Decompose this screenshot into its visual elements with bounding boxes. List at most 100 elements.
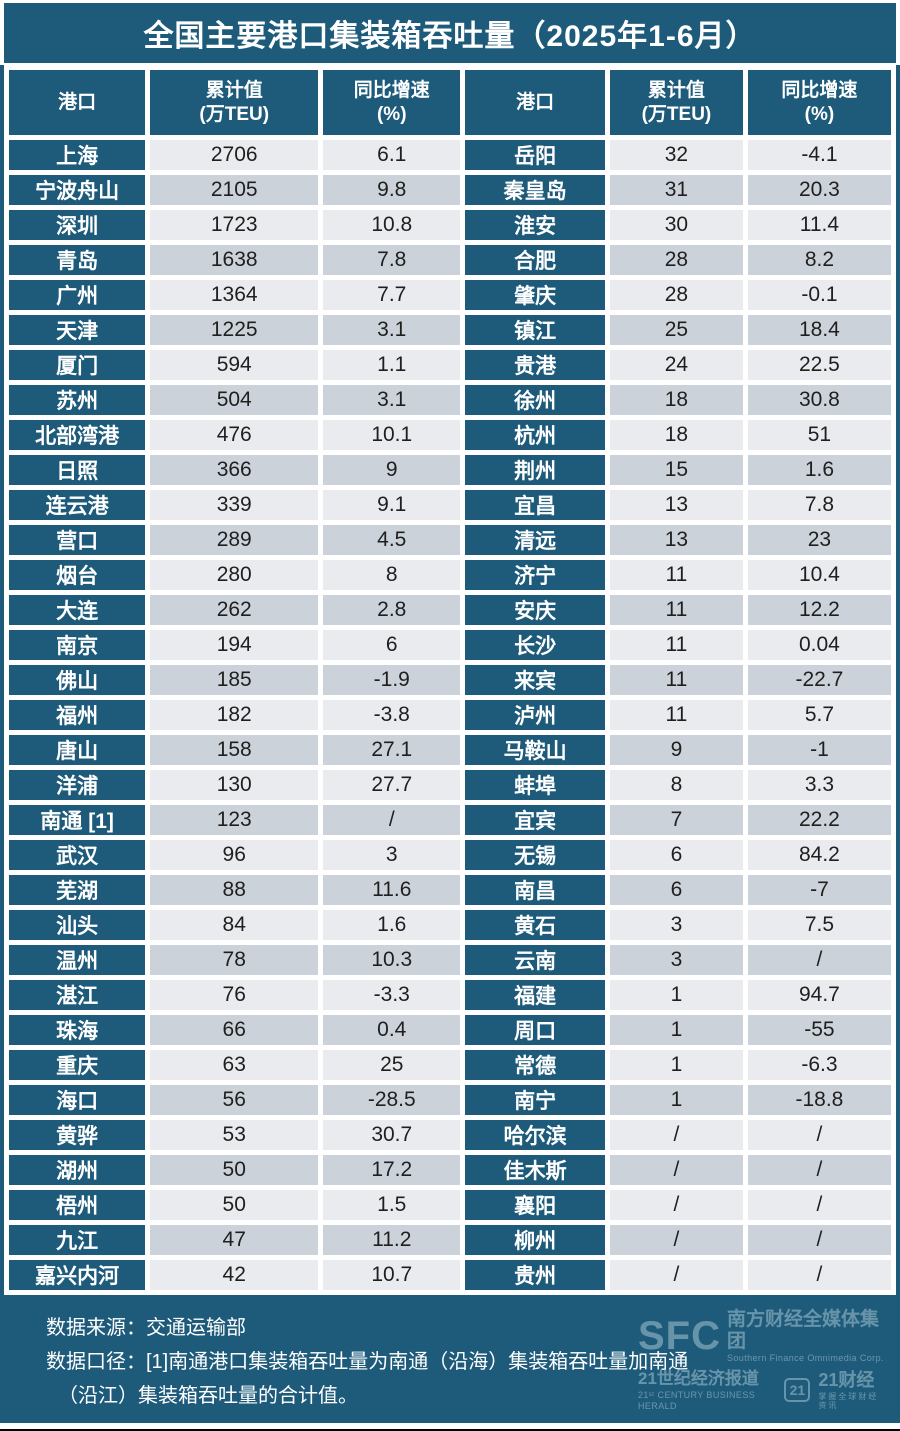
port-name-cell: 温州 xyxy=(9,945,146,975)
cumulative-value-cell: 289 xyxy=(150,525,319,555)
data-note-line-2: （沿江）集装箱吞吐量的合计值。 xyxy=(58,1385,358,1407)
port-name-cell: 青岛 xyxy=(9,245,146,275)
table-row: 湖州 50 17.2 佳木斯 / / xyxy=(9,1155,891,1185)
yoy-growth-cell: / xyxy=(747,1120,891,1150)
cumulative-value-cell: 6 xyxy=(610,875,743,905)
table-row: 深圳 1723 10.8 淮安 30 11.4 xyxy=(9,210,891,240)
yoy-growth-cell: 11.2 xyxy=(323,1225,461,1255)
page-title: 全国主要港口集装箱吞吐量（2025年1-6月） xyxy=(4,3,896,63)
cumulative-value-cell: 194 xyxy=(150,630,319,660)
yoy-growth-cell: 27.1 xyxy=(323,735,461,765)
yoy-growth-cell: 10.1 xyxy=(323,420,461,450)
port-name-cell: 北部湾港 xyxy=(9,420,146,450)
yoy-growth-cell: 1.6 xyxy=(323,910,461,940)
yoy-growth-cell: -4.1 xyxy=(747,140,891,170)
table-row: 湛江 76 -3.3 福建 1 94.7 xyxy=(9,980,891,1010)
cumulative-value-cell: 123 xyxy=(150,805,319,835)
table-frame: 港口 累计值 (万TEU) 同比增速 (%) 港口 累计值 (万TEU) 同比增… xyxy=(0,65,900,1423)
cumulative-value-cell: 28 xyxy=(610,245,743,275)
yoy-growth-cell: 30.8 xyxy=(747,385,891,415)
yoy-growth-cell: 10.8 xyxy=(323,210,461,240)
yoy-growth-cell: -6.3 xyxy=(747,1050,891,1080)
table-row: 大连 262 2.8 安庆 11 12.2 xyxy=(9,595,891,625)
table-row: 广州 1364 7.7 肇庆 28 -0.1 xyxy=(9,280,891,310)
cumulative-value-cell: 42 xyxy=(150,1260,319,1290)
footer: 数据来源：交通运输部 数据口径：[1]南通港口集装箱吞吐量为南通（沿海）集装箱吞… xyxy=(4,1295,896,1423)
cumulative-value-cell: 31 xyxy=(610,175,743,205)
port-name-cell: 秦皇岛 xyxy=(465,175,606,205)
data-source-line: 数据来源：交通运输部 xyxy=(46,1317,246,1339)
port-name-cell: 重庆 xyxy=(9,1050,146,1080)
cumulative-value-cell: 1723 xyxy=(150,210,319,240)
port-name-cell: 营口 xyxy=(9,525,146,555)
yoy-growth-cell: 6 xyxy=(323,630,461,660)
cumulative-value-cell: 78 xyxy=(150,945,319,975)
cumulative-value-cell: 1 xyxy=(610,1050,743,1080)
cumulative-value-cell: 366 xyxy=(150,455,319,485)
port-name-cell: 贵州 xyxy=(465,1260,606,1290)
port-name-cell: 厦门 xyxy=(9,350,146,380)
yoy-growth-cell: 1.5 xyxy=(323,1190,461,1220)
port-name-cell: 宜昌 xyxy=(465,490,606,520)
port-name-cell: 淮安 xyxy=(465,210,606,240)
yoy-growth-cell: -1 xyxy=(747,735,891,765)
port-name-cell: 唐山 xyxy=(9,735,146,765)
cumulative-value-cell: 476 xyxy=(150,420,319,450)
header-value-right: 累计值 (万TEU) xyxy=(610,70,743,135)
yoy-growth-cell: -3.8 xyxy=(323,700,461,730)
cumulative-value-cell: 185 xyxy=(150,665,319,695)
data-note-line-1: 数据口径：[1]南通港口集装箱吞吐量为南通（沿海）集装箱吞吐量加南通 xyxy=(46,1351,689,1373)
table-row: 重庆 63 25 常德 1 -6.3 xyxy=(9,1050,891,1080)
table-row: 南通 [1] 123/宜宾 7 22.2 xyxy=(9,805,891,835)
cumulative-value-cell: 6 xyxy=(610,840,743,870)
cumulative-value-cell: 3 xyxy=(610,910,743,940)
table-row: 连云港 339 9.1 宜昌 13 7.8 xyxy=(9,490,891,520)
table-row: 汕头 84 1.6 黄石 3 7.5 xyxy=(9,910,891,940)
cumulative-value-cell: 76 xyxy=(150,980,319,1010)
cumulative-value-cell: 50 xyxy=(150,1190,319,1220)
port-name-cell: 荆州 xyxy=(465,455,606,485)
table-row: 九江 47 11.2 柳州 / / xyxy=(9,1225,891,1255)
yoy-growth-cell: 17.2 xyxy=(323,1155,461,1185)
table-row: 武汉 96 3 无锡 6 84.2 xyxy=(9,840,891,870)
port-name-cell: 无锡 xyxy=(465,840,606,870)
yoy-growth-cell: 3.1 xyxy=(323,315,461,345)
cumulative-value-cell: 1225 xyxy=(150,315,319,345)
table-row: 珠海 66 0.4 周口 1 -55 xyxy=(9,1015,891,1045)
table-row: 梧州 50 1.5 襄阳 / / xyxy=(9,1190,891,1220)
port-name-cell: 周口 xyxy=(465,1015,606,1045)
cumulative-value-cell: 280 xyxy=(150,560,319,590)
yoy-growth-cell: 10.3 xyxy=(323,945,461,975)
yoy-growth-cell: 9.1 xyxy=(323,490,461,520)
yoy-growth-cell: 6.1 xyxy=(323,140,461,170)
yoy-growth-cell: -28.5 xyxy=(323,1085,461,1115)
port-name-cell: 徐州 xyxy=(465,385,606,415)
cumulative-value-cell: 47 xyxy=(150,1225,319,1255)
yoy-growth-cell: 94.7 xyxy=(747,980,891,1010)
port-name-cell: 南宁 xyxy=(465,1085,606,1115)
cumulative-value-cell: 9 xyxy=(610,735,743,765)
cumulative-value-cell: 96 xyxy=(150,840,319,870)
port-name-cell: 福州 xyxy=(9,700,146,730)
yoy-growth-cell: 51 xyxy=(747,420,891,450)
port-name-cell: 镇江 xyxy=(465,315,606,345)
table-row: 黄骅 53 30.7 哈尔滨 / / xyxy=(9,1120,891,1150)
cumulative-value-cell: 53 xyxy=(150,1120,319,1150)
cumulative-value-cell: 56 xyxy=(150,1085,319,1115)
yoy-growth-cell: 9.8 xyxy=(323,175,461,205)
cumulative-value-cell: 2105 xyxy=(150,175,319,205)
cumulative-value-cell: 15 xyxy=(610,455,743,485)
port-name-cell: 武汉 xyxy=(9,840,146,870)
port-name-cell: 宜宾 xyxy=(465,805,606,835)
yoy-growth-cell: 0.4 xyxy=(323,1015,461,1045)
port-name-cell: 马鞍山 xyxy=(465,735,606,765)
port-name-cell: 日照 xyxy=(9,455,146,485)
port-name-cell: 佛山 xyxy=(9,665,146,695)
yoy-growth-cell: 7.7 xyxy=(323,280,461,310)
yoy-growth-cell: -18.8 xyxy=(747,1085,891,1115)
yoy-growth-cell: -22.7 xyxy=(747,665,891,695)
port-name-cell: 合肥 xyxy=(465,245,606,275)
yoy-growth-cell: 27.7 xyxy=(323,770,461,800)
port-name-cell: 襄阳 xyxy=(465,1190,606,1220)
port-name-cell: 梧州 xyxy=(9,1190,146,1220)
